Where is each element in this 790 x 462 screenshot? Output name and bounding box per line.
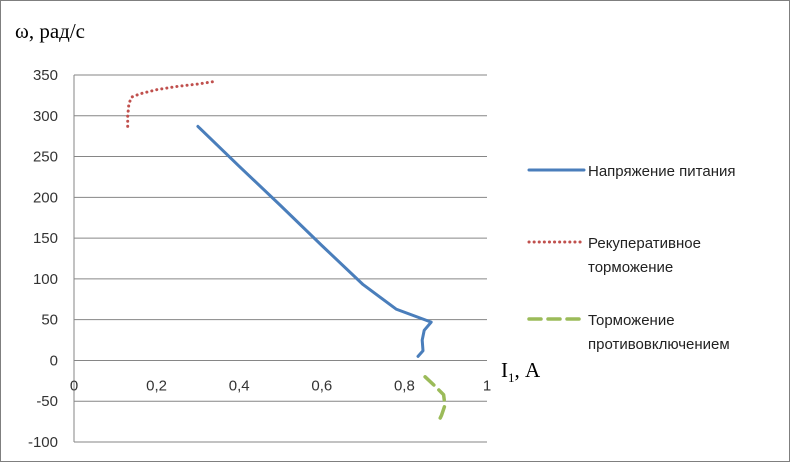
x-axis-title: I1, А xyxy=(501,358,541,385)
y-tick-label: 100 xyxy=(33,271,58,288)
x-tick-label: 0 xyxy=(70,377,78,394)
legend-label: противовключением xyxy=(588,336,730,353)
gridlines xyxy=(74,74,487,443)
legend-item: Рекуперативное торможение xyxy=(527,235,701,276)
y-tick-label: 50 xyxy=(41,312,58,329)
legend-label: Торможение xyxy=(588,312,675,329)
y-tick-label: 150 xyxy=(33,230,58,247)
x-axis-title-main: I xyxy=(501,358,508,382)
legend-label: Напряжение питания xyxy=(588,163,735,180)
series-line-3 xyxy=(423,375,447,426)
series-line-2 xyxy=(126,80,216,128)
y-tick-label: -50 xyxy=(36,393,58,410)
y-tick-label: 200 xyxy=(33,189,58,206)
x-axis-title-rest: , А xyxy=(515,358,542,382)
x-tick-label: 0,2 xyxy=(146,377,167,394)
x-tick-labels: 0 0,2 0,4 0,6 0,8 1 xyxy=(70,377,491,394)
series-line-1 xyxy=(196,124,433,358)
legend: Напряжение питания Рекуперативное торможен… xyxy=(527,163,735,353)
y-tick-label: 300 xyxy=(33,108,58,125)
legend-label: торможение xyxy=(588,259,673,276)
y-axis-title: ω, рад/с xyxy=(15,19,85,43)
legend-item: Торможение противовключением xyxy=(527,312,730,353)
y-tick-label: -100 xyxy=(28,434,58,451)
x-tick-label: 1 xyxy=(483,377,491,394)
x-axis-title-subscript: 1 xyxy=(508,370,515,385)
legend-label: Рекуперативное xyxy=(588,235,701,252)
x-tick-label: 0,8 xyxy=(394,377,415,394)
y-tick-label: 250 xyxy=(33,149,58,166)
legend-item: Напряжение питания xyxy=(527,163,735,180)
y-tick-label: 0 xyxy=(50,352,58,369)
axes xyxy=(73,75,487,442)
series-lines xyxy=(126,80,447,426)
x-tick-label: 0,6 xyxy=(311,377,332,394)
y-tick-label: 350 xyxy=(33,67,58,84)
y-tick-labels: 350 300 250 200 150 100 50 0 -50 -100 xyxy=(28,67,58,451)
x-tick-label: 0,4 xyxy=(229,377,250,394)
